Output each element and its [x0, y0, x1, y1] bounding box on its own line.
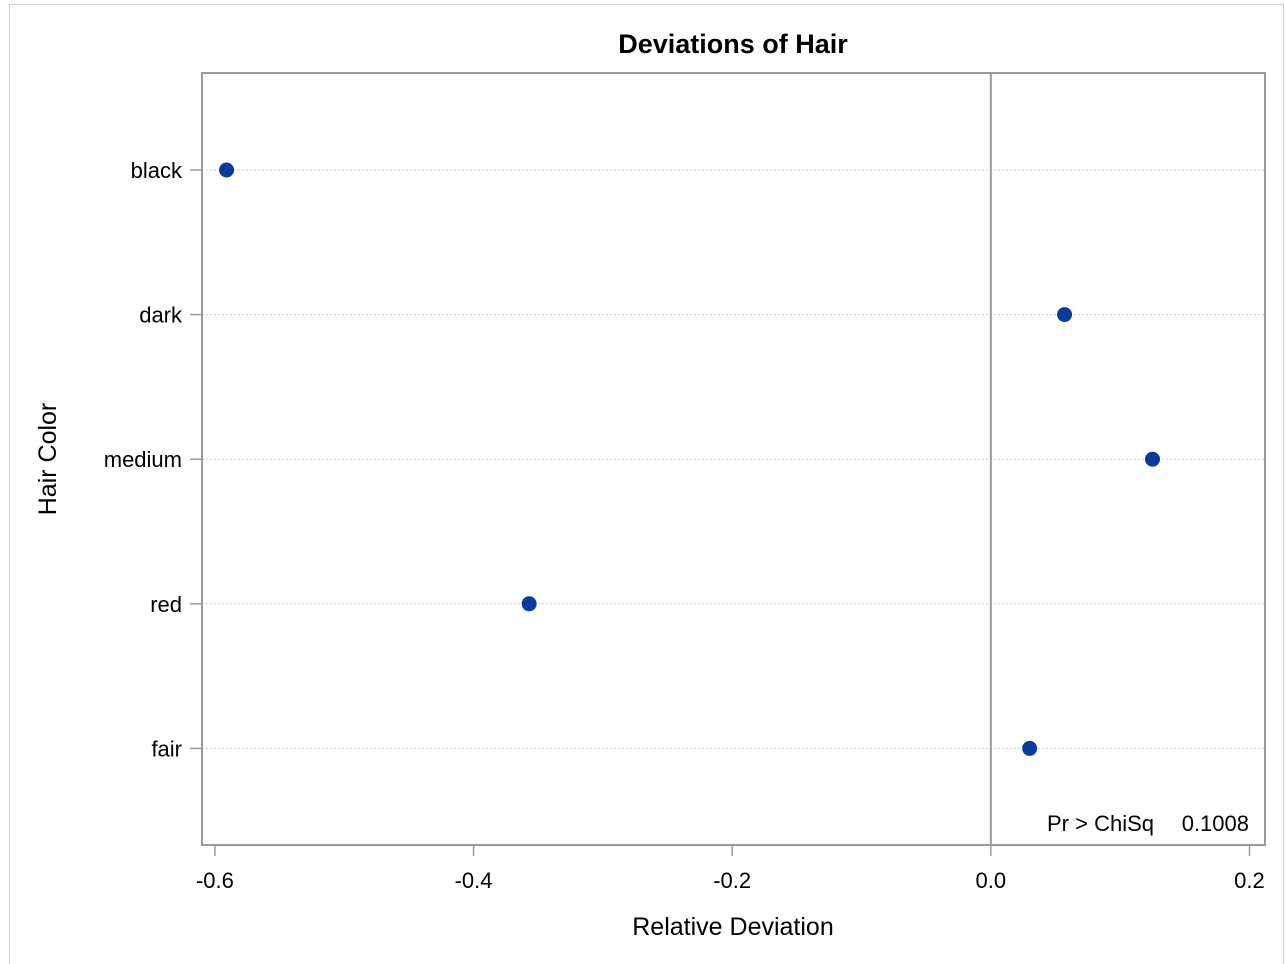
chart-frame — [9, 4, 1284, 964]
y-tick-label-fair: fair — [151, 736, 182, 761]
y-tick-label-dark: dark — [139, 303, 183, 328]
point-fair — [1022, 740, 1038, 756]
y-axis-ticks: black dark medium red fair — [104, 158, 202, 761]
y-tick-label-red: red — [150, 592, 182, 617]
y-tick-label-medium: medium — [104, 447, 182, 472]
point-medium — [1144, 451, 1160, 467]
y-tick-label-black: black — [131, 158, 183, 183]
x-tick-label-0: -0.6 — [196, 868, 234, 893]
inset-label: Pr > ChiSq — [1047, 811, 1154, 836]
data-points — [219, 162, 1160, 756]
plot-area — [201, 72, 1266, 846]
x-axis-ticks: -0.6 -0.4 -0.2 0.0 0.2 — [196, 845, 1265, 893]
x-tick-label-2: -0.2 — [713, 868, 751, 893]
grid-lines — [202, 169, 1265, 749]
y-axis-label: Hair Color — [34, 403, 62, 516]
x-tick-label-1: -0.4 — [455, 868, 493, 893]
x-tick-label-4: 0.2 — [1234, 868, 1265, 893]
inset-value: 0.1008 — [1182, 811, 1249, 836]
point-red — [521, 596, 537, 612]
x-axis-label: Relative Deviation — [632, 913, 834, 941]
x-tick-label-3: 0.0 — [976, 868, 1007, 893]
point-dark — [1057, 307, 1073, 323]
chart-title: Deviations of Hair — [618, 29, 848, 59]
point-black — [219, 162, 235, 178]
